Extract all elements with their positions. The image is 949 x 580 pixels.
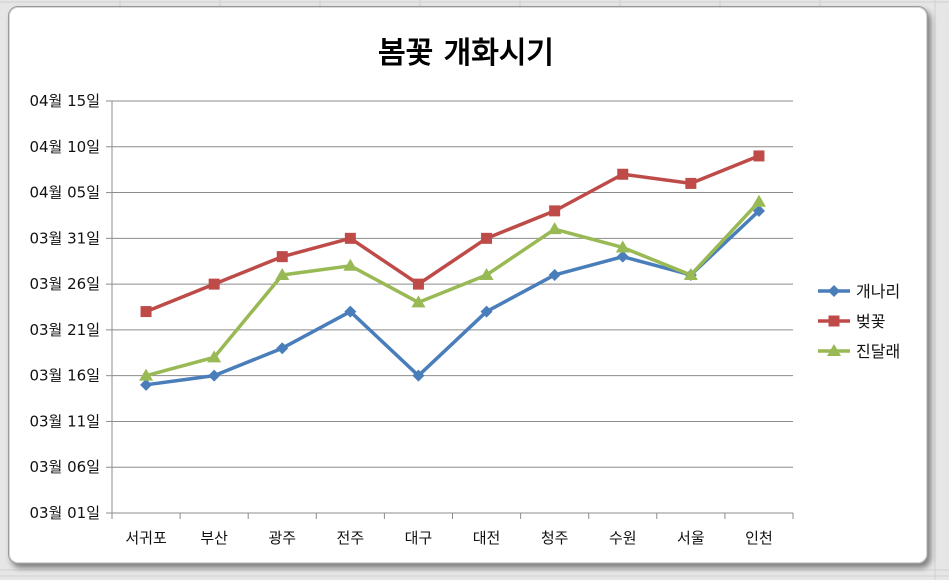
- chart-title: 봄꽃 개화시기: [378, 36, 554, 71]
- y-tick-label: 03월 01일: [29, 504, 100, 522]
- data-point: [140, 306, 152, 318]
- y-tick-label: 03월 31일: [29, 229, 100, 247]
- axes: [106, 100, 794, 519]
- data-point: [208, 278, 220, 290]
- y-tick-label: 03월 11일: [29, 412, 100, 430]
- series-line: [145, 200, 761, 378]
- series-3: [139, 194, 766, 381]
- data-point: [481, 232, 493, 244]
- data-point: [412, 278, 424, 290]
- data-point: [140, 378, 153, 391]
- legend-entry[interactable]: 벚꽃: [818, 312, 885, 331]
- series-2: [140, 150, 765, 318]
- data-point: [276, 342, 289, 355]
- data-point: [753, 150, 765, 162]
- x-tick-label: 전주: [337, 529, 365, 547]
- y-tick-label: 04월 15일: [29, 92, 100, 110]
- data-point: [276, 251, 288, 263]
- y-tick-label: 03월 16일: [29, 367, 100, 385]
- y-tick-label: 04월 05일: [29, 184, 100, 202]
- y-tick-label: 03월 21일: [29, 321, 100, 339]
- data-point: [752, 204, 765, 217]
- data-point: [548, 268, 561, 281]
- x-tick-label: 수원: [609, 529, 637, 547]
- legend-label: 벚꽃: [856, 312, 885, 331]
- data-point: [683, 267, 698, 280]
- y-axis-tick-labels: 03월 01일 03월 06일 03월 11일 03월 16일 03월 21일 03월 2…: [29, 92, 100, 522]
- x-tick-label: 광주: [268, 529, 296, 547]
- data-point: [547, 222, 562, 235]
- x-tick-label: 서귀포: [125, 529, 167, 547]
- data-point: [480, 305, 493, 318]
- data-point: [685, 177, 697, 189]
- plot-series: [139, 150, 766, 391]
- chart-area[interactable]: [8, 6, 928, 564]
- x-tick-label: 청주: [541, 529, 569, 547]
- data-point: [275, 267, 290, 280]
- data-point: [479, 267, 494, 280]
- legend-entry[interactable]: 개나리: [818, 282, 900, 301]
- x-tick-label: 대구: [405, 529, 433, 547]
- y-tick-label: 04월 10일: [29, 138, 100, 156]
- data-point: [344, 232, 356, 244]
- y-tick-label: 03월 26일: [29, 275, 100, 293]
- data-point: [139, 368, 154, 381]
- data-point: [617, 168, 629, 180]
- data-point: [412, 369, 425, 382]
- legend-marker: [827, 344, 841, 356]
- x-tick-label: 서울: [677, 529, 705, 547]
- legend-marker: [828, 285, 840, 297]
- data-point: [344, 305, 357, 318]
- data-point: [208, 369, 221, 382]
- data-point: [616, 250, 629, 263]
- x-axis-tick-labels: 서귀포 부산 광주 전주 대구 대전 청주 수원 서울 인천: [125, 529, 772, 547]
- series-line: [145, 154, 760, 314]
- series-1: [140, 204, 765, 391]
- legend-marker: [828, 315, 840, 327]
- data-point: [411, 295, 426, 308]
- legend-label: 개나리: [856, 282, 900, 301]
- y-tick-label: 03월 06일: [29, 458, 100, 476]
- gridlines: [112, 100, 793, 468]
- data-point: [549, 205, 561, 217]
- data-point: [615, 240, 630, 253]
- legend-entry[interactable]: 진달래: [818, 342, 900, 361]
- data-point: [751, 194, 766, 207]
- data-point: [343, 258, 358, 271]
- x-tick-label: 부산: [200, 529, 228, 547]
- legend-label: 진달래: [856, 342, 900, 361]
- x-tick-label: 대전: [473, 529, 501, 547]
- series-line: [145, 209, 761, 387]
- x-tick-label: 인천: [745, 529, 773, 547]
- data-point: [207, 350, 222, 363]
